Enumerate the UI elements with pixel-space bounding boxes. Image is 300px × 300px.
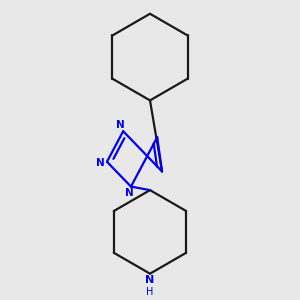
Text: N: N <box>96 158 105 168</box>
Text: N: N <box>116 120 124 130</box>
Text: H: H <box>146 287 154 297</box>
Text: N: N <box>125 188 134 198</box>
Text: N: N <box>146 275 154 286</box>
